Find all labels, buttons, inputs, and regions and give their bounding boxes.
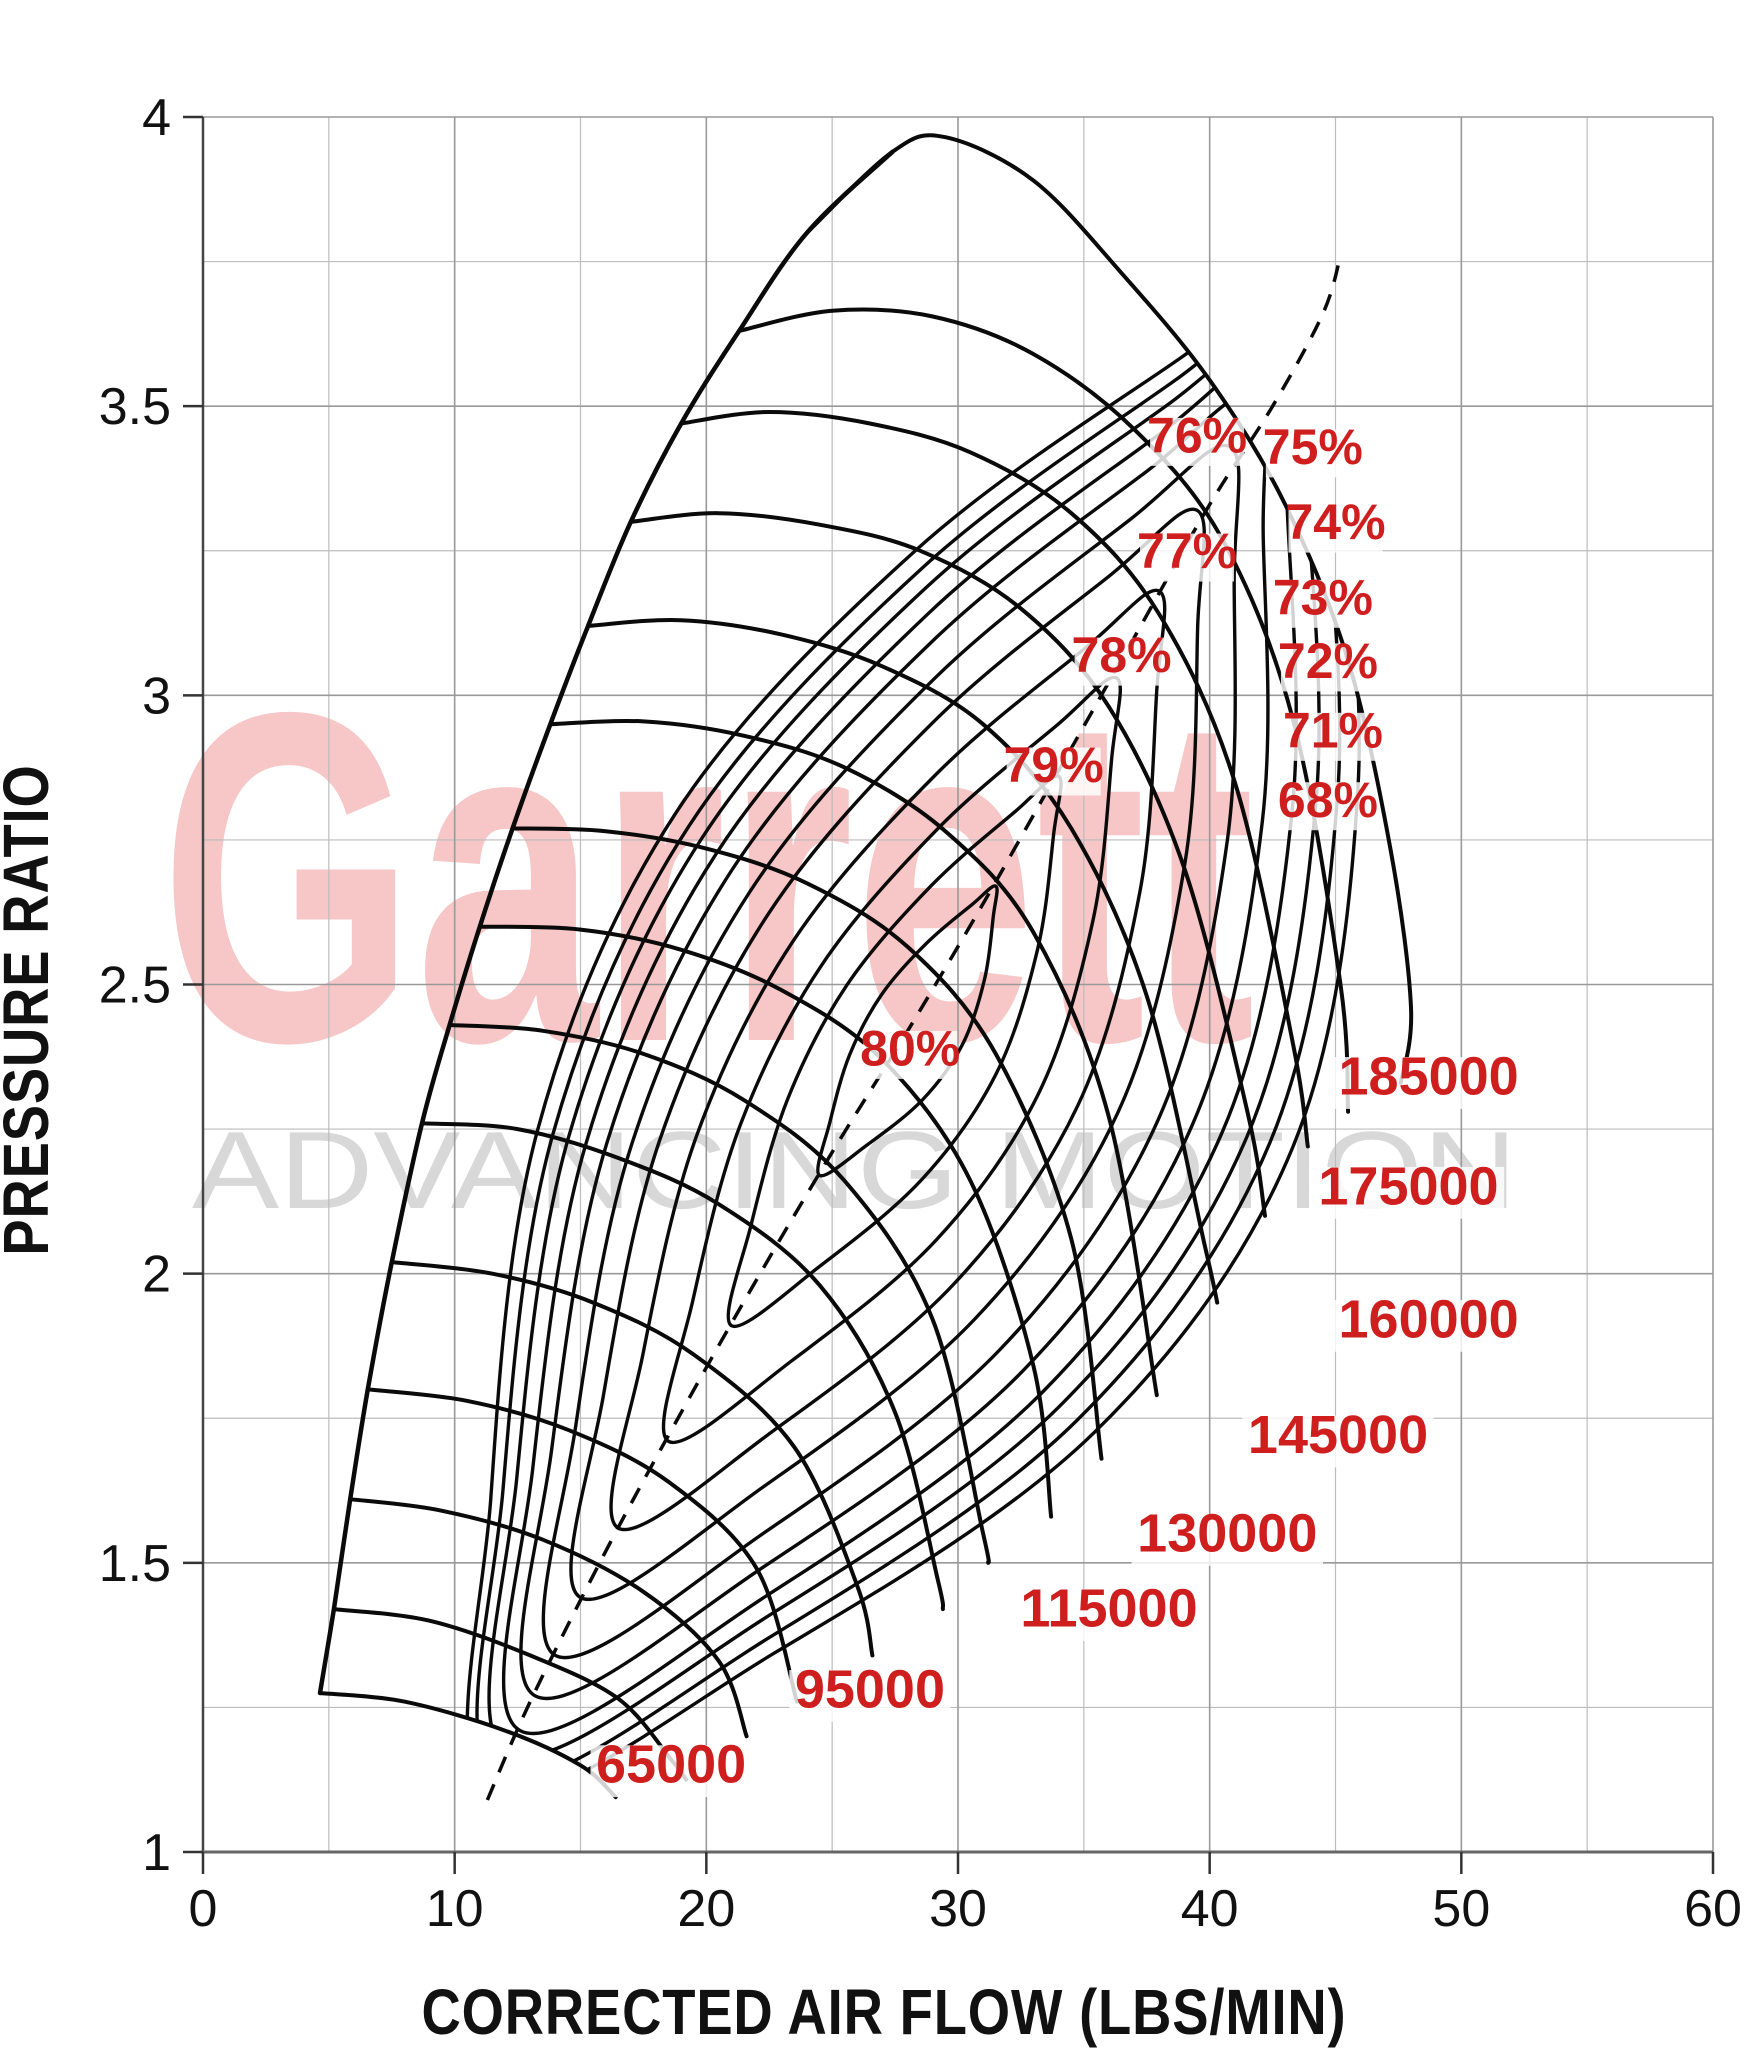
efficiency-label-74%-halo	[1288, 504, 1383, 553]
speed-label-145000-halo	[1242, 1415, 1434, 1468]
y-tick-label: 3.5	[99, 378, 171, 436]
speed-line-185000	[805, 133, 1414, 1085]
efficiency-label-75%-halo	[1265, 429, 1360, 478]
speed-label-160000: 160000	[1339, 1289, 1519, 1349]
y-tick-label: 4	[142, 89, 171, 147]
efficiency-label-78%-halo	[1074, 637, 1169, 686]
efficiency-label-76%-halo	[1150, 417, 1245, 466]
efficiency-label-77%: 77%	[1137, 523, 1237, 579]
speed-line-unlabeled-2	[348, 1497, 749, 1739]
speed-label-115000-halo	[1013, 1589, 1205, 1641]
speed-line-unlabeled-10	[586, 617, 1220, 1305]
speed-label-65000-halo	[590, 1745, 752, 1798]
efficiency-label-75%: 75%	[1263, 419, 1363, 475]
speed-label-160000-halo	[1332, 1299, 1525, 1352]
x-tick-label: 50	[1432, 1880, 1490, 1938]
y-tick-label: 3	[142, 667, 171, 725]
speed-line-145000	[548, 718, 1159, 1398]
efficiency-label-72%-halo	[1280, 643, 1375, 692]
speed-label-95000: 95000	[795, 1659, 945, 1719]
efficiency-label-68%-halo	[1280, 782, 1375, 831]
speed-label-175000-halo	[1312, 1166, 1505, 1219]
efficiency-label-68%: 68%	[1278, 772, 1378, 828]
efficiency-label-79%-halo	[1006, 747, 1101, 796]
x-tick-label: 20	[677, 1880, 735, 1938]
curve-labels: 76% 75% 74% 77% 73% 78% 72% 71% 79% 68% 80% 185000 1…	[590, 407, 1525, 1798]
x-tick-label: 0	[189, 1880, 218, 1938]
efficiency-island-76%	[569, 507, 1206, 1601]
y-tick-label: 1.5	[99, 1535, 171, 1593]
efficiency-label-71%-halo	[1285, 712, 1380, 761]
y-axis-title: PRESSURE RATIO	[0, 764, 62, 1255]
y-tick-label: 1	[142, 1824, 171, 1882]
efficiency-label-71%: 71%	[1283, 702, 1383, 758]
speed-line-unlabeled-4	[389, 1260, 875, 1658]
x-tick-label: 60	[1684, 1880, 1742, 1938]
efficiency-label-74%: 74%	[1285, 494, 1385, 550]
speed-line-115000	[420, 1121, 946, 1612]
speed-line-unlabeled-6	[447, 1023, 991, 1565]
efficiency-label-77%-halo	[1140, 533, 1235, 582]
watermark-brand-text: Garrett	[160, 615, 1255, 1140]
y-tick-label: 2.5	[99, 957, 171, 1015]
efficiency-label-78%: 78%	[1072, 627, 1172, 683]
speed-label-185000-halo	[1332, 1057, 1525, 1109]
y-tick-label: 2	[142, 1246, 171, 1304]
efficiency-label-72%: 72%	[1278, 633, 1378, 689]
speed-line-65000	[318, 1691, 618, 1800]
efficiency-label-73%-halo	[1275, 579, 1370, 628]
speed-line-160000	[628, 511, 1267, 1218]
x-axis-title: CORRECTED AIR FLOW (LBS/MIN)	[421, 1976, 1346, 2048]
efficiency-label-79%: 79%	[1004, 737, 1104, 793]
efficiency-label-73%: 73%	[1273, 569, 1373, 625]
speed-label-95000-halo	[789, 1670, 951, 1722]
speed-label-130000-halo	[1131, 1513, 1324, 1566]
grid-lines	[203, 116, 1714, 1852]
axes: CORRECTED AIR FLOW (LBS/MIN) PRESSURE RA…	[0, 89, 1742, 2048]
efficiency-island-80%	[816, 884, 999, 1178]
x-tick-label: 40	[1181, 1880, 1239, 1938]
efficiency-label-80%-halo	[863, 1030, 958, 1079]
x-tick-label: 10	[426, 1880, 484, 1938]
speed-line-unlabeled-8	[510, 826, 1104, 1461]
efficiency-label-76%: 76%	[1147, 407, 1247, 463]
speed-label-175000: 175000	[1318, 1156, 1498, 1216]
speed-label-185000: 185000	[1339, 1046, 1519, 1106]
x-tick-label: 30	[929, 1880, 987, 1938]
speed-line-95000	[365, 1387, 799, 1704]
efficiency-label-80%: 80%	[860, 1020, 960, 1076]
speed-label-115000: 115000	[1020, 1578, 1197, 1638]
speed-line-unlabeled-12	[679, 409, 1310, 1149]
surge-line	[317, 149, 895, 1696]
speed-label-65000: 65000	[596, 1735, 746, 1795]
speed-label-145000: 145000	[1248, 1405, 1428, 1465]
speed-label-130000: 130000	[1137, 1503, 1317, 1563]
